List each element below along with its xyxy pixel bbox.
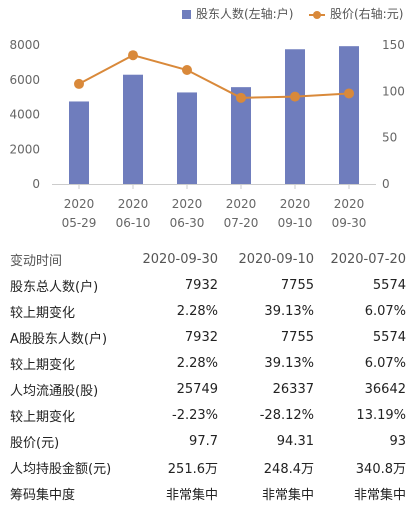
table-cell: 39.13% [264, 303, 314, 319]
legend-line-label: 股价(右轴:元) [330, 7, 404, 21]
price-point-4 [290, 91, 300, 102]
x-tick-year-1: 2020 [118, 197, 149, 211]
table-cell: 7755 [280, 329, 314, 345]
table-row: 较上期变化 2.28% 39.13% 6.07% [10, 298, 406, 324]
table-cell: 非常集中 [165, 487, 218, 503]
table-cell: 7755 [280, 277, 314, 293]
table-cell: 人均持股金额(元) [10, 461, 112, 477]
legend-bar-label: 股东人数(左轴:户) [196, 7, 294, 21]
table-header-row: 变动时间 2020-09-30 2020-09-10 2020-07-20 [10, 246, 406, 272]
table-cell: 较上期变化 [10, 305, 76, 321]
table-row: A股股东人数(户) 7932 7755 5574 [10, 324, 406, 350]
table-cell: 股东总人数(户) [10, 279, 99, 295]
table-cell: 13.19% [356, 407, 406, 423]
x-tick-year-2: 2020 [172, 197, 203, 211]
table-cell: 5574 [372, 329, 406, 345]
shareholder-table: 变动时间 2020-09-30 2020-09-10 2020-07-20 股东总人数(… [10, 246, 406, 506]
price-point-0 [74, 78, 84, 89]
left-axis-tick-4: 8000 [9, 38, 40, 52]
x-tick-date-1: 06-10 [116, 216, 151, 230]
table-cell: 6.07% [364, 355, 406, 371]
table-cell: 2.28% [176, 303, 218, 319]
table-cell: 较上期变化 [10, 409, 76, 425]
bar-1 [123, 74, 143, 184]
table-row: 股东总人数(户) 7932 7755 5574 [10, 272, 406, 298]
x-tick-year-5: 2020 [334, 197, 365, 211]
bar-4 [285, 49, 305, 185]
table-cell: 251.6万 [167, 461, 218, 477]
table-row: 较上期变化 -2.23% -28.12% 13.19% [10, 402, 406, 428]
legend-line-series: 股价(右轴:元) [309, 5, 403, 22]
table-cell: A股股东人数(户) [10, 331, 108, 347]
table-cell: 2.28% [176, 355, 218, 371]
table-cell: 股价(元) [10, 435, 60, 451]
table-cell: 36642 [364, 381, 406, 397]
price-point-3 [236, 92, 246, 103]
table-cell: -2.23% [172, 407, 218, 423]
table-cell: 97.7 [189, 433, 218, 449]
bar-5 [339, 46, 359, 184]
price-point-1 [128, 50, 138, 61]
price-point-5 [344, 88, 354, 99]
x-tick-year-4: 2020 [280, 197, 311, 211]
right-axis-tick-0: 0 [382, 177, 390, 191]
table-cell: 较上期变化 [10, 357, 76, 373]
x-tick-date-2: 06-30 [170, 216, 205, 230]
table-row: 股价(元) 97.7 94.31 93 [10, 428, 406, 454]
table-cell: 7932 [184, 277, 218, 293]
table-header-cell: 2020-09-30 [142, 251, 218, 267]
x-tick-date-4: 09-10 [278, 216, 313, 230]
x-tick-date-5: 09-30 [332, 216, 367, 230]
legend-bar-swatch [182, 10, 191, 19]
legend-line-swatch [309, 10, 325, 19]
table-header-cell: 变动时间 [10, 253, 63, 269]
table-cell: 人均流通股(股) [10, 383, 99, 399]
table-row: 筹码集中度 非常集中 非常集中 非常集中 [10, 480, 406, 506]
table-row: 人均持股金额(元) 251.6万 248.4万 340.8万 [10, 454, 406, 480]
table-header-cell: 2020-07-20 [330, 251, 406, 267]
table-cell: 5574 [372, 277, 406, 293]
bar-0 [69, 101, 89, 184]
right-axis-tick-2: 100 [382, 84, 405, 98]
table-row: 较上期变化 2.28% 39.13% 6.07% [10, 350, 406, 376]
price-line [78, 54, 350, 99]
table-cell: 25749 [176, 381, 218, 397]
table-cell: 7932 [184, 329, 218, 345]
combo-chart: 0 2000 4000 6000 8000 0 50 100 150 2020 05-29 2020 0… [9, 38, 405, 230]
left-axis-tick-1: 2000 [9, 142, 40, 156]
legend-bar-series: 股东人数(左轴:户) [182, 5, 293, 22]
right-axis-tick-1: 50 [382, 131, 397, 145]
table-cell: 非常集中 [261, 487, 314, 503]
left-axis-tick-3: 6000 [9, 73, 40, 87]
table-row: 人均流通股(股) 25749 26337 36642 [10, 376, 406, 402]
table-cell: 筹码集中度 [10, 487, 76, 503]
bar-2 [177, 92, 197, 184]
right-axis-tick-3: 150 [382, 38, 405, 52]
x-tick-date-0: 05-29 [62, 216, 97, 230]
table-header-cell: 2020-09-10 [238, 251, 314, 267]
table-cell: 6.07% [364, 303, 406, 319]
table-cell: -28.12% [259, 407, 314, 423]
table-cell: 39.13% [264, 355, 314, 371]
left-axis-tick-2: 4000 [9, 108, 40, 122]
price-point-2 [182, 65, 192, 76]
table-cell: 非常集中 [353, 487, 406, 503]
table-cell: 93 [389, 433, 406, 449]
table-cell: 248.4万 [263, 461, 314, 477]
x-tick-date-3: 07-20 [224, 216, 259, 230]
table-cell: 94.31 [276, 433, 314, 449]
left-axis-tick-0: 0 [32, 177, 40, 191]
table-cell: 26337 [272, 381, 314, 397]
x-tick-year-0: 2020 [64, 197, 95, 211]
x-tick-year-3: 2020 [226, 197, 257, 211]
table-cell: 340.8万 [355, 461, 406, 477]
bar-3 [231, 87, 251, 184]
